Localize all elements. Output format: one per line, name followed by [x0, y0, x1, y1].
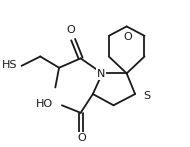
Text: S: S — [144, 91, 151, 101]
Text: N: N — [97, 69, 105, 79]
Text: HS: HS — [2, 60, 18, 70]
Text: HO: HO — [36, 99, 53, 109]
Text: O: O — [66, 25, 75, 35]
Text: O: O — [123, 32, 132, 42]
Text: O: O — [77, 132, 86, 142]
